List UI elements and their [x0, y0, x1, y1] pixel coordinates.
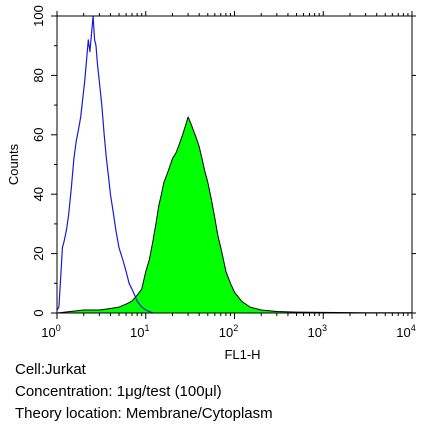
y-tick-label: 20 [31, 246, 46, 260]
y-tick-label: 40 [31, 187, 46, 201]
caption-cell-line: Cell:Jurkat [15, 361, 86, 378]
caption-concentration: Concentration: 1μg/test (100μl) [15, 383, 222, 400]
x-tick-label: 104 [396, 323, 415, 340]
plot-frame [56, 15, 413, 314]
flow-cytometry-histogram: 100 101 102 103 104 0 20 40 60 80 100 FL1-H Counts [6, 5, 416, 360]
y-axis-title: Counts [6, 143, 21, 185]
x-tick-label: 103 [308, 323, 327, 340]
caption-theory-location: Theory location: Membrane/Cytoplasm [15, 405, 273, 422]
y-tick-label: 80 [31, 68, 46, 82]
isotype-control-histogram-line [56, 15, 154, 314]
x-tick-label: 100 [41, 323, 60, 340]
x-tick-label: 101 [130, 323, 149, 340]
y-tick-label: 100 [31, 5, 46, 27]
histogram-svg: 100 101 102 103 104 0 20 40 60 80 100 FL1-H Counts [6, 5, 416, 360]
y-tick-label: 0 [31, 309, 46, 316]
sample-histogram-area [56, 116, 413, 314]
x-axis-title: FL1-H [224, 347, 260, 360]
y-tick-label: 60 [31, 128, 46, 142]
x-tick-label: 102 [219, 323, 238, 340]
